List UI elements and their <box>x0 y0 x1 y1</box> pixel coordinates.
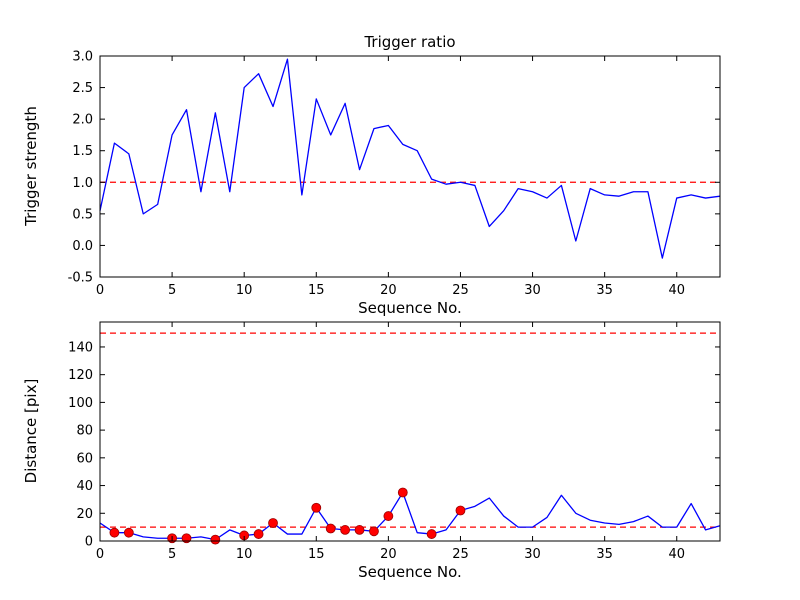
bottom-chart-ylabel: Distance [pix] <box>22 379 40 484</box>
top-chart: 0 5 10 15 20 25 30 35 40 -0.5 0.0 0.5 1.0 1.5 2.0 2.5 3.… <box>22 33 721 317</box>
bottom-chart-plot-area: 0 5 10 15 20 25 30 35 40 0 20 40 60 80 100 120 140 <box>68 321 721 562</box>
trigger-marker <box>340 525 351 535</box>
trigger-marker <box>210 534 221 545</box>
x-tick-label: 0 <box>96 547 104 562</box>
y-tick-label: 80 <box>76 424 93 439</box>
x-tick-label: 25 <box>452 547 469 562</box>
trigger-marker <box>268 518 278 528</box>
y-tick-label: 0.5 <box>72 207 93 222</box>
trigger-marker <box>325 523 336 534</box>
trigger-marker <box>253 529 264 539</box>
axes-frame <box>99 321 721 542</box>
y-tick-label: 100 <box>68 396 93 411</box>
trigger-marker <box>383 511 394 521</box>
trigger-marker <box>354 525 365 535</box>
x-tick-label: 40 <box>668 547 685 562</box>
x-tick-label: 5 <box>168 283 176 298</box>
y-tick-label: 2.0 <box>72 113 93 128</box>
x-tick-label: 25 <box>452 283 469 298</box>
y-tick-label: 20 <box>76 507 93 522</box>
x-tick-label: 20 <box>380 547 397 562</box>
y-tick-label: 120 <box>68 368 93 383</box>
top-chart-plot-area: 0 5 10 15 20 25 30 35 40 -0.5 0.0 0.5 1.0 1.5 2.0 2.5 3.… <box>68 50 721 298</box>
y-tick-label: 0 <box>85 535 93 550</box>
trigger-marker <box>369 526 379 537</box>
x-tick-label: 0 <box>96 283 104 298</box>
y-tick-label: 3.0 <box>72 50 93 65</box>
x-tick-label: 10 <box>236 547 253 562</box>
y-tick-label: -0.5 <box>68 271 93 286</box>
y-tick-label: 1.5 <box>72 144 93 159</box>
trigger-marker <box>397 487 408 498</box>
y-tick-label: 0.0 <box>72 239 93 254</box>
trigger-marker <box>123 527 134 538</box>
x-tick-label: 15 <box>308 283 325 298</box>
x-tick-label: 30 <box>524 283 541 298</box>
top-chart-ylabel: Trigger strength <box>22 106 40 227</box>
y-tick-label: 1.0 <box>72 176 93 191</box>
trigger-marker <box>426 529 437 539</box>
x-tick-label: 35 <box>596 283 613 298</box>
y-tick-label: 60 <box>76 451 93 466</box>
x-tick-label: 35 <box>596 547 613 562</box>
x-tick-label: 40 <box>668 283 685 298</box>
x-tick-label: 10 <box>236 283 253 298</box>
y-tick-label: 40 <box>76 479 93 494</box>
x-tick-label: 15 <box>308 547 325 562</box>
x-tick-label: 5 <box>168 547 176 562</box>
top-chart-title: Trigger ratio <box>363 33 455 51</box>
axes-frame <box>99 55 721 278</box>
y-tick-label: 2.5 <box>72 81 93 96</box>
trigger-marker <box>311 502 322 513</box>
bottom-chart-xlabel: Sequence No. <box>358 563 462 581</box>
bottom-chart: 0 5 10 15 20 25 30 35 40 0 20 40 60 80 100 120 140 Seque… <box>22 321 721 581</box>
y-tick-label: 140 <box>68 340 93 355</box>
trigger-marker <box>181 533 192 544</box>
trigger-marker <box>109 527 120 538</box>
x-tick-label: 30 <box>524 547 541 562</box>
data-line <box>99 491 721 541</box>
top-chart-xlabel: Sequence No. <box>358 299 462 317</box>
x-tick-label: 20 <box>380 283 397 298</box>
trigger-marker <box>455 505 466 516</box>
data-line <box>99 58 721 259</box>
